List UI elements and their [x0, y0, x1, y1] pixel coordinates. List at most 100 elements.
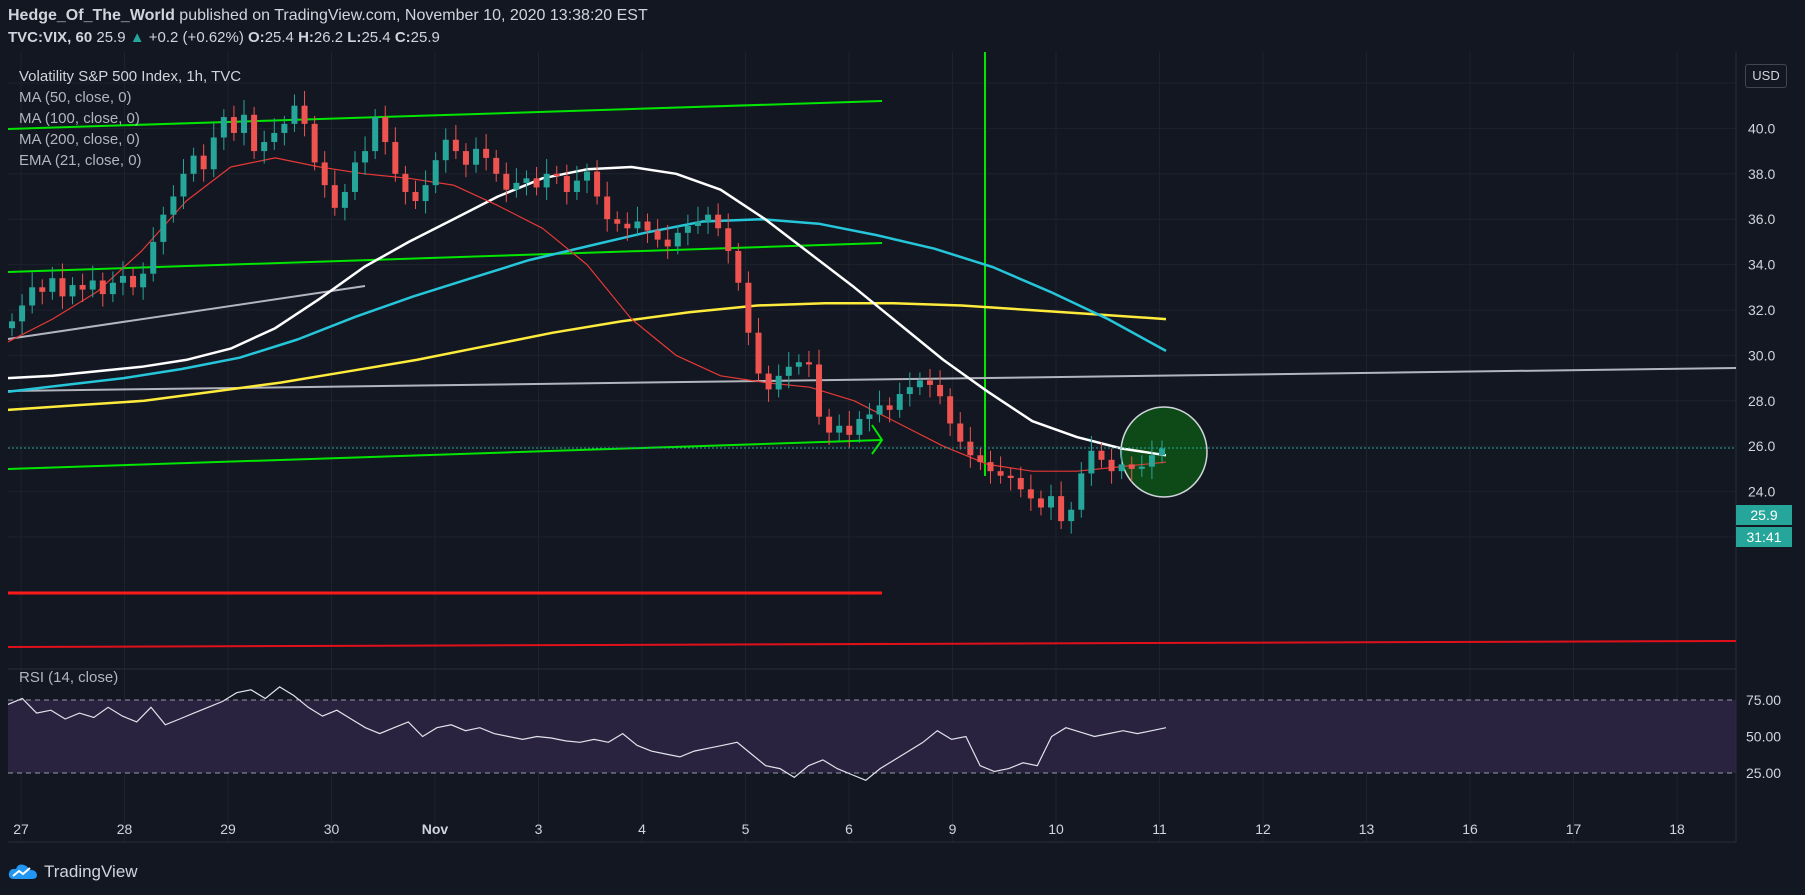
candle-body	[866, 414, 873, 419]
ma100-line	[7, 217, 1167, 393]
candle-body	[230, 117, 237, 133]
candle-body	[1098, 450, 1105, 460]
candle-body	[1007, 475, 1014, 478]
candle-body	[362, 151, 369, 163]
candle-body	[452, 139, 459, 152]
candle-body	[967, 441, 974, 456]
candle-body	[59, 278, 66, 297]
up-arrow-icon: ▲	[129, 29, 145, 46]
candle-body	[906, 387, 913, 394]
upper-channel-line[interactable]	[7, 100, 883, 130]
candle-body	[584, 171, 590, 181]
candle-body	[977, 455, 984, 463]
candle-body	[291, 105, 298, 124]
arrow-head[interactable]	[871, 424, 884, 455]
countdown-tag: 31:41	[1736, 527, 1792, 547]
candle-body	[604, 196, 611, 220]
tradingview-cloud-icon	[8, 864, 37, 879]
candle-body	[745, 282, 752, 333]
ema21-line	[7, 157, 1167, 472]
candle-body	[634, 221, 641, 229]
candle-body	[997, 471, 1004, 476]
candle-body	[190, 155, 197, 174]
candle-body	[140, 273, 147, 288]
chart-canvas[interactable]: 42.040.038.036.034.032.030.028.026.024.0…	[0, 52, 1805, 848]
legend-ma50[interactable]: MA (50, close, 0)	[19, 89, 132, 106]
candle-body	[957, 423, 964, 442]
candle-body	[1017, 477, 1024, 490]
price-change: +0.2 (+0.62%)	[148, 29, 244, 46]
candle-body	[654, 230, 661, 240]
published-text: published on TradingView.com, November 1…	[179, 7, 648, 24]
candle-body	[301, 105, 308, 124]
candle-body	[523, 178, 530, 183]
candle-body	[351, 162, 358, 192]
candle-body	[725, 228, 732, 251]
gray-horizontal-line[interactable]	[7, 367, 1737, 392]
time-tick-label: 9	[949, 821, 957, 837]
rsi-mid-red-line[interactable]	[7, 640, 1737, 648]
tradingview-logo[interactable]: TradingView	[8, 862, 138, 882]
candle-body	[896, 393, 903, 410]
legend-ema21[interactable]: EMA (21, close, 0)	[19, 152, 142, 169]
currency-label[interactable]: USD	[1745, 64, 1787, 88]
candle-body	[926, 380, 933, 385]
candle-body	[271, 132, 278, 143]
price-tick-label: 28.0	[1748, 393, 1775, 409]
candle-body	[432, 160, 439, 186]
rsi-legend[interactable]: RSI (14, close)	[19, 669, 119, 686]
candle-body	[795, 362, 802, 367]
candle-body	[775, 375, 782, 390]
price-tick-label: 24.0	[1748, 484, 1775, 500]
candle-body	[553, 173, 560, 177]
time-tick-label: 12	[1255, 821, 1271, 837]
candle-body	[372, 117, 379, 152]
legend-ma200[interactable]: MA (200, close, 0)	[19, 131, 140, 148]
rsi-band	[8, 700, 1736, 773]
header: Hedge_Of_The_World published on TradingV…	[0, 0, 1805, 52]
candle-body	[694, 221, 701, 227]
price-tick-label: 32.0	[1748, 302, 1775, 318]
legend-ma100[interactable]: MA (100, close, 0)	[19, 110, 140, 127]
candle-body	[1148, 455, 1155, 467]
ma200-line	[7, 301, 1167, 412]
time-tick-label: 28	[117, 821, 133, 837]
price-tick-label: 38.0	[1748, 166, 1775, 182]
low-value: 25.4	[361, 29, 391, 46]
candle-body	[765, 373, 772, 390]
candles	[9, 90, 1165, 534]
candle-body	[311, 123, 318, 163]
candle-body	[49, 278, 56, 292]
candle-body	[220, 117, 227, 138]
candle-body	[836, 425, 843, 433]
candle-body	[19, 305, 26, 322]
candle-body	[826, 416, 833, 433]
time-tick-label: 18	[1669, 821, 1685, 837]
lower-channel-line[interactable]	[7, 439, 883, 470]
candle-body	[805, 362, 812, 365]
candle-body	[674, 232, 681, 247]
candle-body	[644, 221, 651, 231]
symbol[interactable]: TVC:VIX, 60	[8, 29, 93, 46]
legend-title[interactable]: Volatility S&P 500 Index, 1h, TVC	[19, 68, 242, 85]
candle-body	[1159, 448, 1165, 456]
time-tick-label: 27	[13, 821, 29, 837]
open-label: O:	[248, 29, 265, 46]
candle-body	[392, 142, 399, 174]
candle-body	[99, 280, 106, 295]
time-tick-label: 5	[742, 821, 750, 837]
candle-body	[755, 332, 762, 374]
price-tick-label: 26.0	[1748, 438, 1775, 454]
candle-body	[442, 139, 449, 161]
candle-body	[886, 405, 893, 410]
low-label: L:	[347, 29, 362, 46]
candle-body	[987, 462, 994, 472]
candle-body	[89, 280, 96, 290]
gray-trend-line[interactable]	[7, 285, 366, 340]
candle-body	[785, 366, 792, 376]
candle-body	[29, 287, 36, 306]
price-tick-label: 34.0	[1748, 257, 1775, 273]
close-label: C:	[394, 29, 411, 46]
last-price: 25.9	[96, 29, 126, 46]
author-name[interactable]: Hedge_Of_The_World	[8, 7, 175, 24]
